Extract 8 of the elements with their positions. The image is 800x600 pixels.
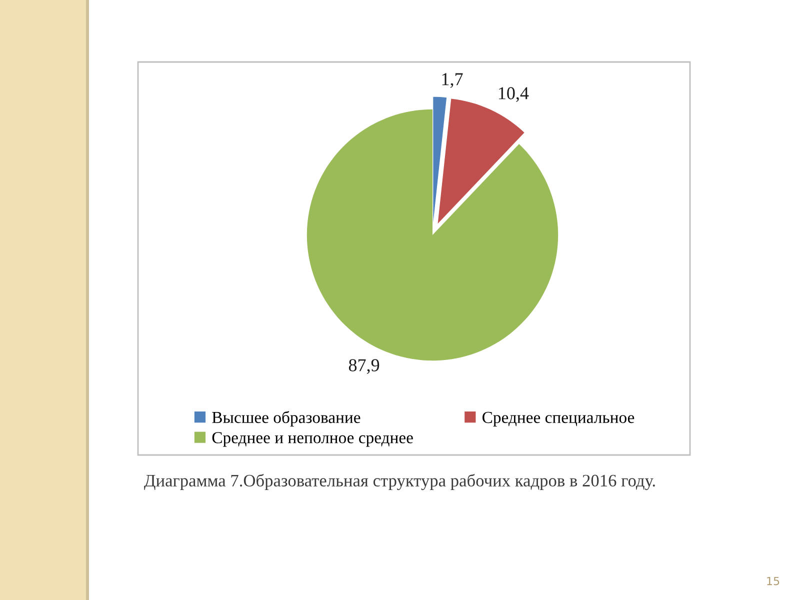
legend-label: Среднее специальное [482, 412, 634, 426]
text: Диаграмма 7.Образовательная структура рабочих кадров в 2016 году. [144, 474, 655, 490]
text: 15 [767, 576, 780, 586]
data-label: 10,4 [498, 87, 529, 102]
legend-label: Среднее и неполное среднее [212, 432, 413, 447]
data-label: 1,7 [442, 73, 463, 88]
data-label: 87,9 [348, 359, 380, 374]
legend-label: Высшее образование [212, 411, 360, 426]
